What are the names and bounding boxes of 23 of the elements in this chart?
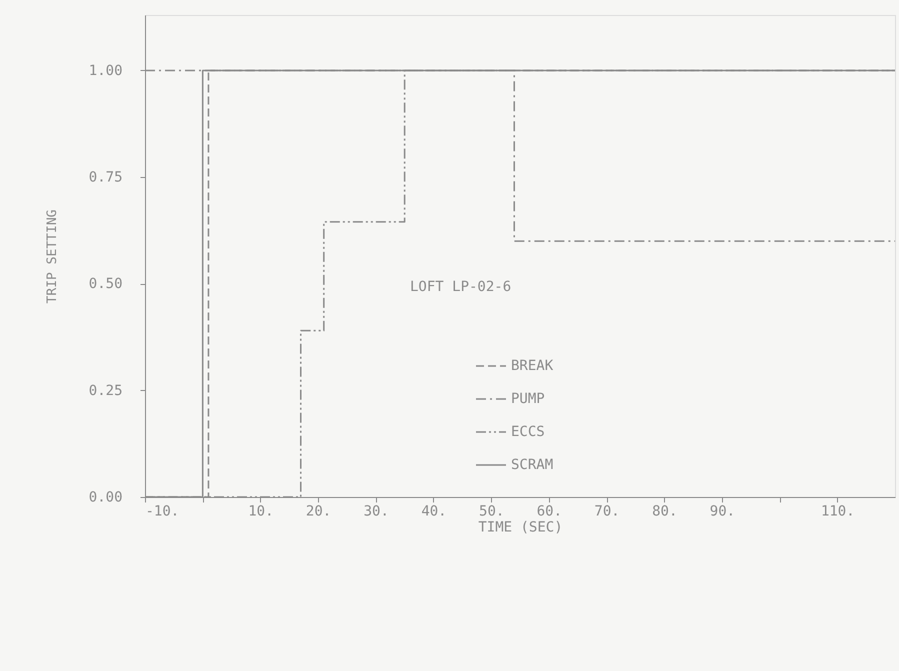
x-tick-label: 20. xyxy=(306,504,332,520)
x-tick-label: -10. xyxy=(146,504,180,520)
legend-label: ECCS xyxy=(511,424,545,440)
annotation: LOFT LP-02-6 xyxy=(410,279,512,295)
legend-label: BREAK xyxy=(511,358,554,374)
x-tick-label: 50. xyxy=(479,504,504,520)
y-tick-label: 1.00 xyxy=(88,62,122,79)
x-tick-label: 10. xyxy=(248,504,274,520)
x-tick-label: 90. xyxy=(710,504,736,520)
legend-label: PUMP xyxy=(511,391,545,407)
y-tick-label: 0.00 xyxy=(88,490,122,506)
x-tick-label: 60. xyxy=(536,504,562,520)
y-tick-label: 0.75 xyxy=(88,170,122,186)
x-tick-label: 70. xyxy=(594,504,620,520)
x-tick-label: 40. xyxy=(421,504,447,520)
y-axis-title: TRIP SETTING xyxy=(44,209,60,304)
x-tick-label: 110. xyxy=(820,504,855,520)
legend-label: SCRAM xyxy=(511,457,554,473)
x-tick-label: 80. xyxy=(652,504,678,520)
x-tick-label: 30. xyxy=(364,504,389,520)
y-tick-label: 0.50 xyxy=(88,276,122,292)
x-axis-title: TIME (SEC) xyxy=(478,520,563,536)
y-tick-label: 0.25 xyxy=(88,382,122,399)
